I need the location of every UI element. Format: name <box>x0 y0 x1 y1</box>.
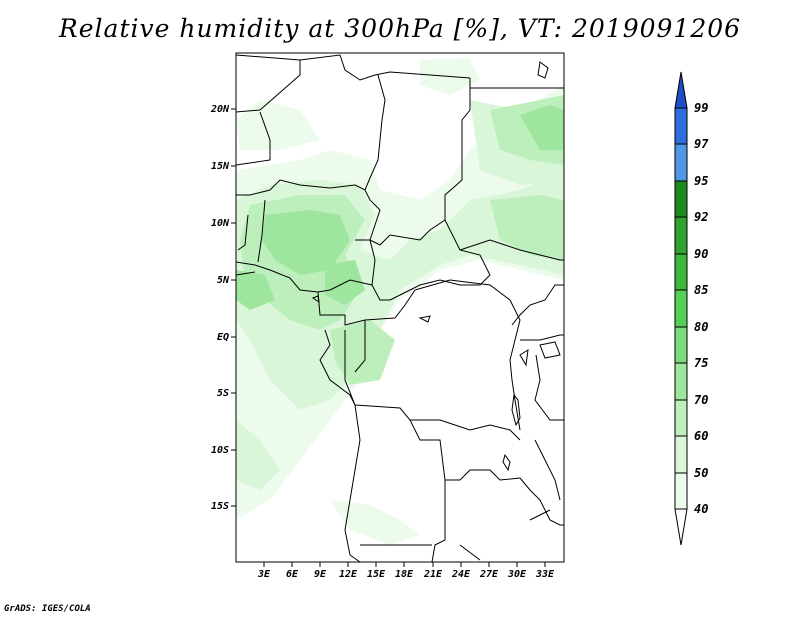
country-borders <box>236 54 564 562</box>
lat-label: 5N <box>217 275 230 286</box>
colorbar-segment <box>674 143 688 182</box>
lat-label: 15S <box>211 501 229 512</box>
lat-label: 20N <box>210 104 230 115</box>
colorbar-bottom-arrow <box>674 508 688 546</box>
lat-label: 10N <box>211 218 230 229</box>
colorbar-segment <box>674 216 688 255</box>
colorbar-segment <box>674 362 688 401</box>
colorbar-label: 95 <box>694 174 708 188</box>
lon-label: 3E <box>257 569 271 580</box>
colorbar-label: 99 <box>694 101 708 115</box>
colorbar-label: 70 <box>694 393 708 407</box>
lon-label: 27E <box>479 569 499 580</box>
colorbar-label: 92 <box>694 210 708 224</box>
colorbar <box>674 71 688 546</box>
colorbar-label: 80 <box>694 320 708 334</box>
latitude-axis: 20N 15N 10N 5N EQ 5S 10S 15S <box>210 104 236 512</box>
colorbar-segment <box>674 472 688 510</box>
map-frame <box>235 52 565 563</box>
lat-label: 10S <box>211 445 229 456</box>
colorbar-label: 40 <box>694 502 708 516</box>
lat-label: 15N <box>211 161 230 172</box>
longitude-axis: 3E 6E 9E 12E 15E 18E 21E 24E 27E 30E 33E <box>257 562 555 580</box>
colorbar-label: 85 <box>694 283 708 297</box>
lon-label: 21E <box>423 569 443 580</box>
lon-label: 6E <box>286 569 299 580</box>
colorbar-segment <box>674 107 688 145</box>
colorbar-labels: 99 97 95 92 90 85 80 75 70 60 50 40 <box>694 101 709 516</box>
lon-label: 24E <box>451 569 471 580</box>
lat-label: EQ <box>217 332 229 343</box>
grads-credit: GrADS: IGES/COLA <box>4 604 91 614</box>
colorbar-label: 97 <box>694 137 709 151</box>
lon-label: 33E <box>535 569 555 580</box>
lon-label: 18E <box>395 569 414 580</box>
lon-label: 30E <box>507 569 527 580</box>
colorbar-label: 50 <box>694 466 708 480</box>
lakes <box>311 61 561 472</box>
lon-label: 12E <box>339 569 358 580</box>
map-title: Relative humidity at 300hPa [%], VT: 201… <box>58 14 742 43</box>
colorbar-segment <box>674 326 688 364</box>
humidity-shading <box>236 58 564 545</box>
colorbar-label: 75 <box>694 356 708 370</box>
lon-label: 15E <box>367 569 386 580</box>
colorbar-label: 90 <box>694 247 708 261</box>
colorbar-label: 60 <box>694 429 708 443</box>
colorbar-top-arrow <box>674 71 688 109</box>
colorbar-segment <box>674 435 688 474</box>
lat-label: 5S <box>217 388 229 399</box>
lon-label: 9E <box>314 569 327 580</box>
colorbar-segment <box>674 253 688 291</box>
colorbar-segment <box>674 289 688 328</box>
colorbar-segment <box>674 399 688 437</box>
colorbar-segment <box>674 180 688 218</box>
